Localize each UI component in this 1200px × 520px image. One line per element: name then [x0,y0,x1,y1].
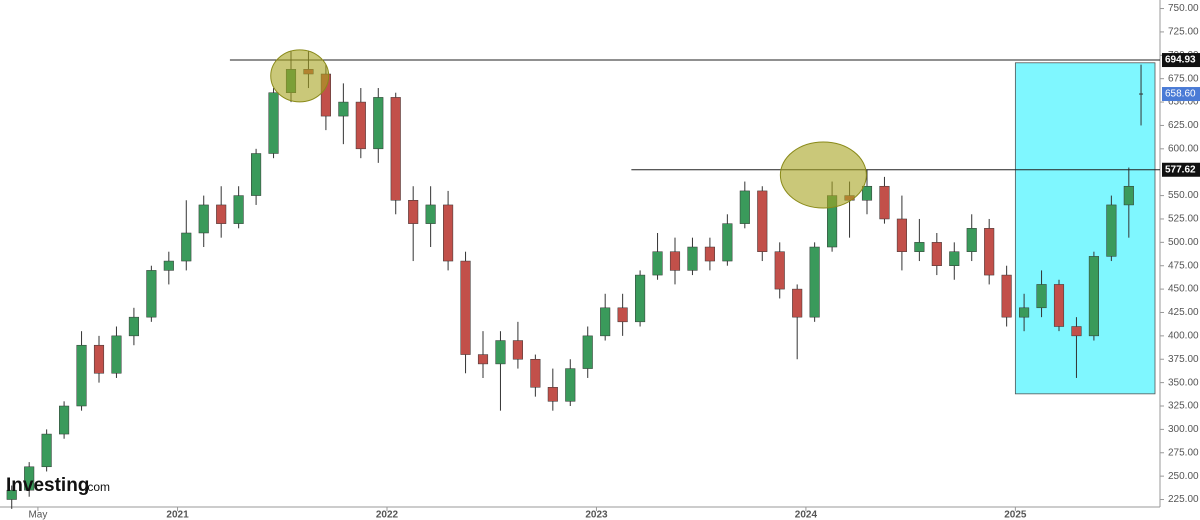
y-tick-label: 525.00 [1168,214,1199,225]
x-tick-label: 2025 [1004,510,1027,520]
candle-body [1071,326,1082,337]
y-tick-label: 375.00 [1168,354,1199,365]
candle-body [809,246,820,318]
candle-body [635,274,646,323]
candle-body [984,228,995,276]
x-tick-label: 2022 [376,510,399,520]
highlight-ellipse [270,49,330,103]
candle-body [373,97,384,150]
candle-body [565,368,576,402]
candle-body [1001,274,1012,318]
candle-body [24,466,35,491]
candle-body [460,260,471,355]
candle-body [146,270,157,318]
candle-body [669,251,681,271]
y-tick-label: 325.00 [1168,401,1199,412]
y-tick-label: 750.00 [1168,3,1199,14]
last-price-label: 658.60 [1165,89,1196,100]
candle-body [1036,284,1047,309]
y-tick-label: 275.00 [1168,447,1199,458]
candle-body [93,344,105,374]
candle-body [233,195,244,224]
candle-body [757,190,768,252]
candle-body [76,344,87,407]
candle-body [774,251,785,290]
candle-body [1019,307,1030,318]
level-badge [1162,162,1200,177]
candle-body [1088,256,1099,337]
candle-body [41,433,52,468]
candle-body [251,153,262,196]
candle-body [547,387,558,402]
watermark-brand: Investing [6,475,89,496]
watermark-suffix: .com [84,480,110,494]
y-tick-label: 450.00 [1168,284,1199,295]
candle-body [1123,185,1134,206]
level-label: 577.62 [1165,164,1196,175]
candle-body [163,260,174,271]
candle-body [687,246,698,271]
candle-body [268,92,279,154]
candle-body [739,190,750,224]
y-tick-label: 725.00 [1168,27,1199,38]
candle-body [6,489,17,500]
y-tick-label: 600.00 [1168,143,1199,154]
candle-body [128,316,139,337]
y-tick-label: 500.00 [1168,237,1199,248]
candle-body [949,251,960,266]
candle-body [443,204,454,262]
candle-body [896,218,907,252]
candle-body [355,101,366,150]
y-tick-label: 550.00 [1168,190,1199,201]
highlight-ellipse [779,141,867,209]
candle-body [390,97,401,201]
candle-body [617,307,628,323]
candle-body [216,204,227,224]
y-tick-label: 650.00 [1168,97,1199,108]
candle-body [1053,284,1065,327]
y-tick-label: 475.00 [1168,260,1199,271]
y-tick-label: 225.00 [1168,494,1199,505]
last-price-badge [1162,87,1200,102]
y-tick-label: 300.00 [1168,424,1199,435]
candle-body [59,405,70,435]
candle-body [704,246,715,262]
candle-body [792,288,803,318]
candle-body [338,101,349,117]
x-tick-label: May [28,510,47,520]
candle-body [582,335,593,369]
highlight-zone [1014,62,1156,395]
y-tick-label: 350.00 [1168,377,1199,388]
candle-body [181,232,192,262]
level-badge [1162,53,1200,68]
x-tick-label: 2021 [166,510,189,520]
candle-body [512,340,523,360]
candle-body [600,307,611,337]
y-tick-label: 675.00 [1168,73,1199,84]
candle-body [879,185,890,220]
candle-body [722,223,733,262]
candle-body [966,228,977,252]
candle-body [198,204,209,234]
candle-body [652,251,663,276]
candle-body [1106,204,1117,257]
y-tick-label: 250.00 [1168,471,1199,482]
x-tick-label: 2023 [585,510,608,520]
y-tick-label: 425.00 [1168,307,1199,318]
y-tick-label: 400.00 [1168,331,1199,342]
level-label: 694.93 [1165,55,1196,66]
x-tick-label: 2024 [795,510,818,520]
candle-body [425,204,436,224]
candle-body [111,335,122,374]
candle-body [931,242,942,266]
candle-body [530,358,541,388]
candle-body [914,242,925,252]
candle-body [495,340,506,365]
candle-body [861,185,873,201]
y-tick-label: 625.00 [1168,120,1199,131]
candle-body [408,200,419,224]
candle-body [477,354,489,365]
